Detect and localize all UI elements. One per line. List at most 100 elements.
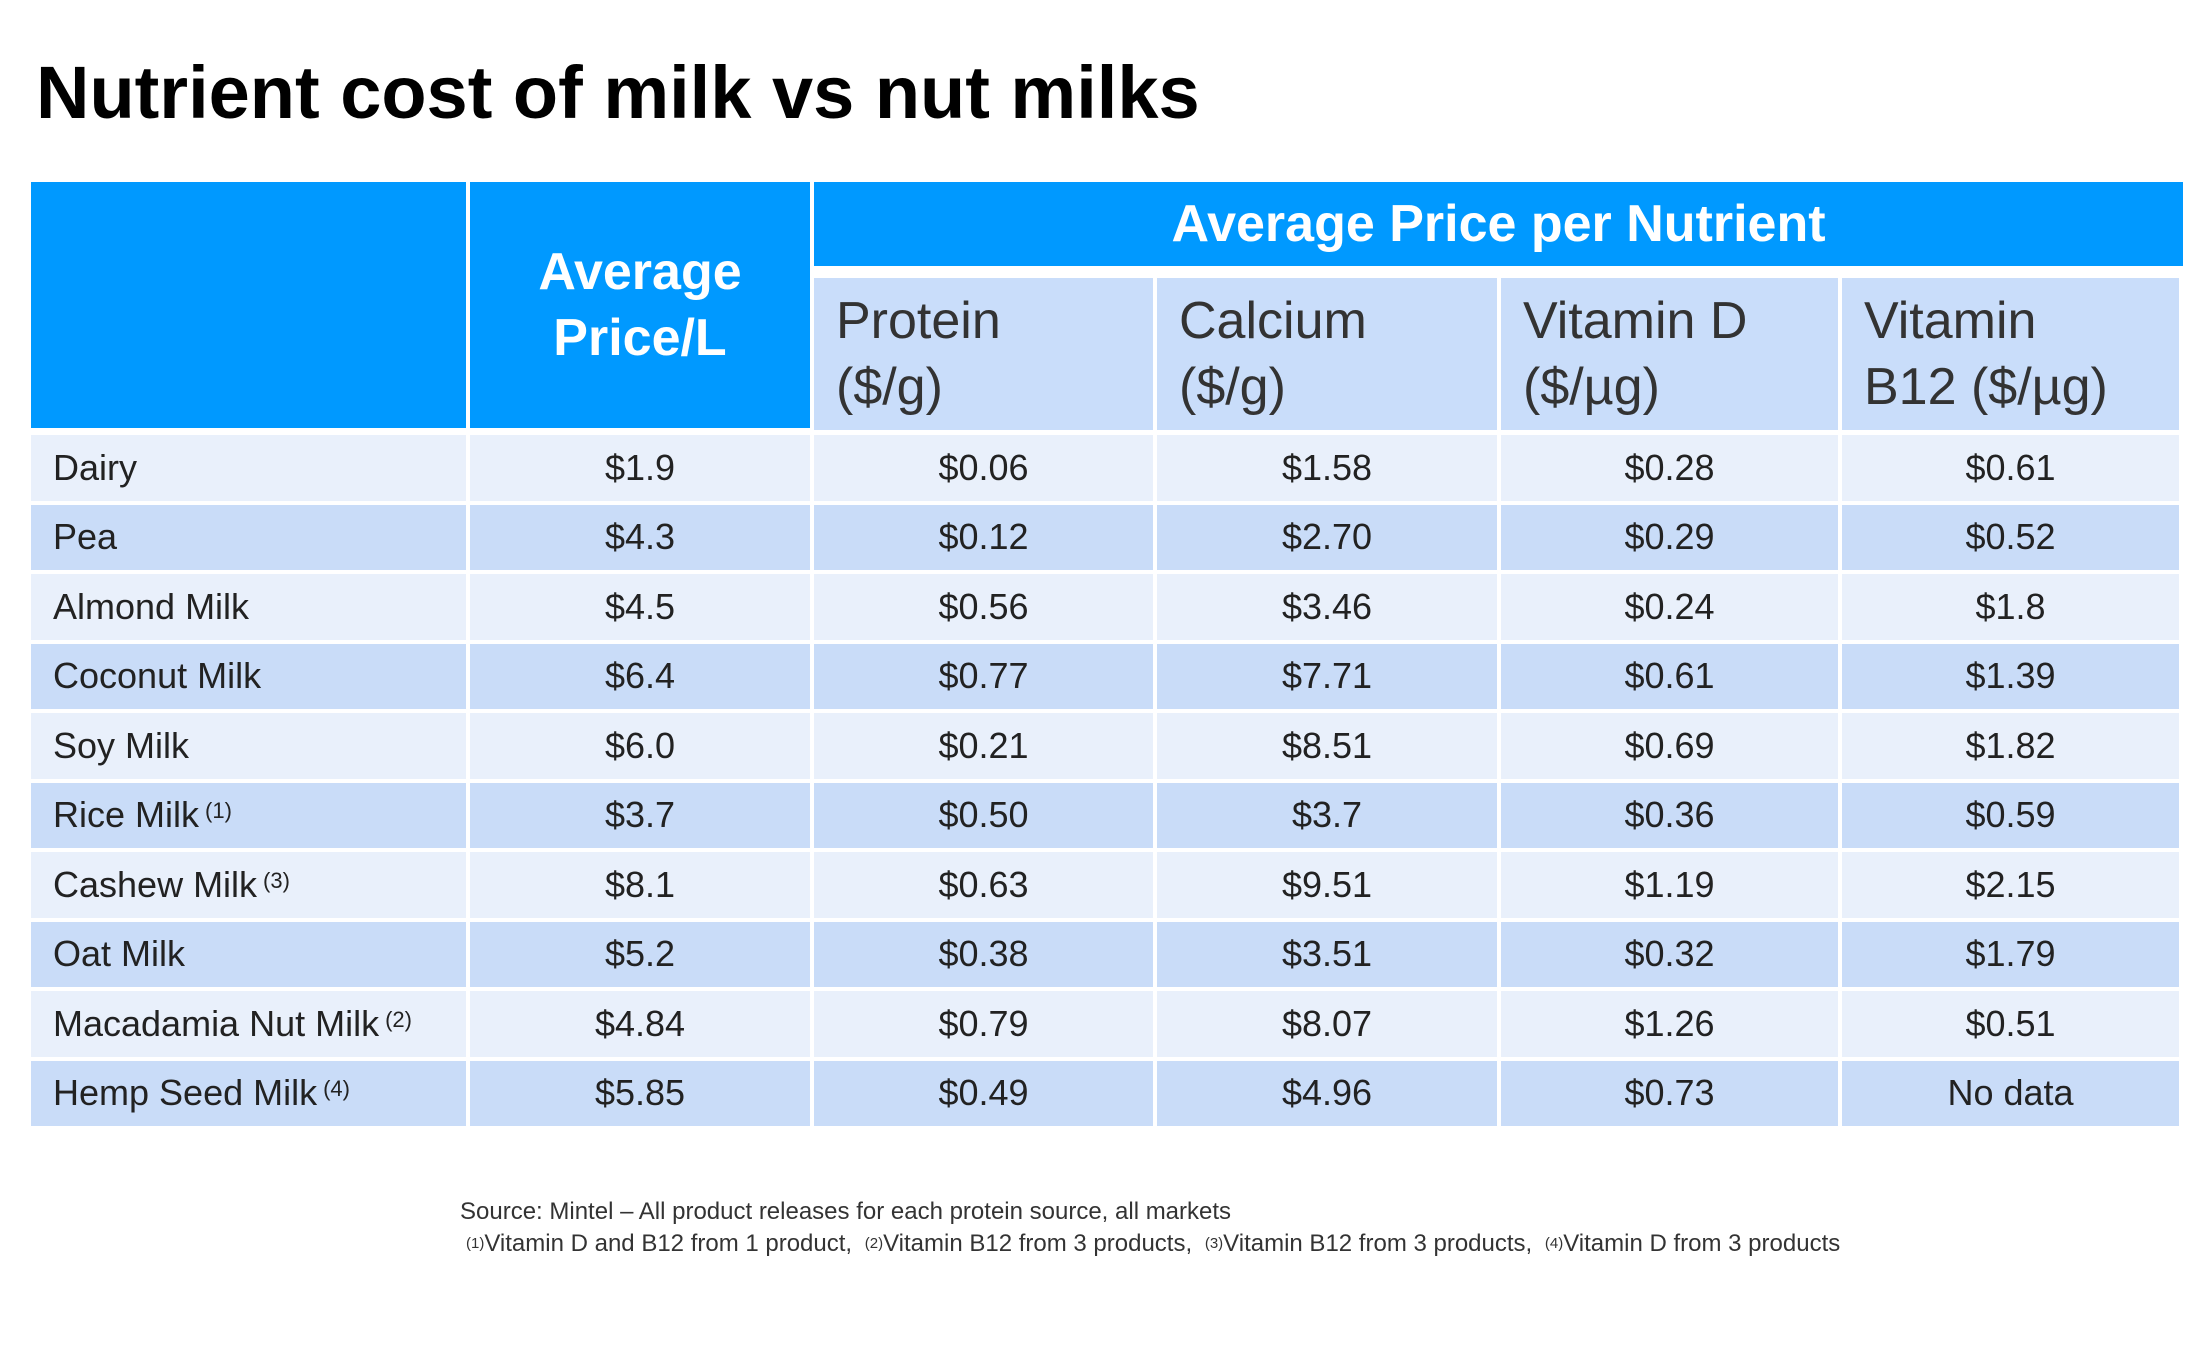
footnote-mark: (4) [1544,1235,1564,1252]
table-cell: $0.56 [814,574,1153,640]
row-name: Soy Milk [53,724,190,766]
table-cell: $0.63 [814,852,1153,918]
table-cell: $0.50 [814,782,1153,848]
table-cell: $4.84 [470,991,810,1057]
footnote-text: Vitamin D from 3 products [1563,1230,1841,1257]
table-cell: $0.38 [814,921,1153,987]
row-label: Macadamia Nut Milk (2) [31,991,466,1057]
table-cell: $1.26 [1501,991,1838,1057]
table-cell: $0.24 [1501,574,1838,640]
row-name: Almond Milk [53,585,250,627]
table-cell: $8.07 [1157,991,1497,1057]
table-cell: $5.2 [470,921,810,987]
table-cell: $0.12 [814,504,1153,570]
row-footnote-mark: (1) [205,798,232,824]
table-cell: $3.46 [1157,574,1497,640]
row-name: Cashew Milk [53,863,258,905]
row-name: Pea [53,516,118,558]
column-header-line2: ($/g) [1179,358,1286,416]
table-cell: $0.51 [1842,991,2179,1057]
table-cell: $0.61 [1501,643,1838,709]
table-cell: $6.0 [470,713,810,779]
table-cell: $7.71 [1157,643,1497,709]
table-cell: $4.96 [1157,1060,1497,1126]
row-name: Macadamia Nut Milk [53,1002,380,1044]
table-cell: $1.82 [1842,713,2179,779]
row-label: Soy Milk [31,713,466,779]
footnote-text: Vitamin D and B12 from 1 product, [484,1230,853,1257]
table-cell: $8.51 [1157,713,1497,779]
table-cell: $0.52 [1842,504,2179,570]
table-cell: $2.15 [1842,852,2179,918]
header-group: Average Price per Nutrient [814,182,2183,266]
table-cell: $0.21 [814,713,1153,779]
table-cell: $3.51 [1157,921,1497,987]
column-header-line2: ($/g) [836,358,943,416]
table-cell: $3.7 [1157,782,1497,848]
row-label: Oat Milk [31,921,466,987]
table-cell: $3.7 [470,782,810,848]
table-cell: $4.3 [470,504,810,570]
column-header-line1: Protein [836,292,1001,350]
row-label: Coconut Milk [31,643,466,709]
column-header-line2: ($/µg) [1523,358,1660,416]
table-cell: $0.28 [1501,435,1838,501]
footnote-text: Vitamin B12 from 3 products, [1223,1230,1533,1257]
table-cell: $0.61 [1842,435,2179,501]
footnote-mark: (2) [864,1235,884,1252]
footnote-text: Vitamin B12 from 3 products, [883,1230,1193,1257]
row-label: Hemp Seed Milk (4) [31,1060,466,1126]
table-cell: No data [1842,1060,2179,1126]
table-cell: $1.19 [1501,852,1838,918]
table-cell: $0.49 [814,1060,1153,1126]
row-name: Coconut Milk [53,655,262,697]
row-name: Dairy [53,446,138,488]
table-cell: $1.79 [1842,921,2179,987]
table-cell: $1.58 [1157,435,1497,501]
column-header: Calcium ($/g) [1157,278,1497,430]
column-header: Vitamin D ($/µg) [1501,278,1838,430]
column-header-line1: Vitamin [1864,292,2037,350]
table-cell: $0.32 [1501,921,1838,987]
column-header-line2: B12 ($/µg) [1864,358,2108,416]
header-average-price: Average Price/L [470,182,810,428]
source-note: Source: Mintel – All product releases fo… [460,1198,1232,1225]
table-cell: $0.06 [814,435,1153,501]
table-cell: $1.9 [470,435,810,501]
table-cell: $4.5 [470,574,810,640]
row-label: Rice Milk (1) [31,782,466,848]
footnotes: Source: Mintel – All product releases fo… [460,1196,1840,1260]
row-label: Pea [31,504,466,570]
footnote-mark: (3) [1204,1235,1224,1252]
row-name: Hemp Seed Milk [53,1072,318,1114]
row-label: Dairy [31,435,466,501]
table-cell: $6.4 [470,643,810,709]
avg-price-line1: Average [538,243,742,301]
header-blank [31,182,466,428]
column-header-line1: Vitamin D [1523,292,1748,350]
table-cell: $5.85 [470,1060,810,1126]
avg-price-line2: Price/L [553,309,727,367]
table-cell: $0.36 [1501,782,1838,848]
table-cell: $1.8 [1842,574,2179,640]
column-header-line1: Calcium [1179,292,1367,350]
table-cell: $0.77 [814,643,1153,709]
table-cell: $0.29 [1501,504,1838,570]
row-footnote-mark: (4) [323,1076,350,1102]
column-header: Vitamin B12 ($/µg) [1842,278,2179,430]
page-title: Nutrient cost of milk vs nut milks [36,51,1200,134]
table-cell: $2.70 [1157,504,1497,570]
row-footnote-mark: (2) [385,1006,412,1032]
column-header: Protein ($/g) [814,278,1153,430]
row-footnote-mark: (3) [263,867,290,893]
table-cell: $8.1 [470,852,810,918]
table-cell: $0.59 [1842,782,2179,848]
footnote-list: (1)Vitamin D and B12 from 1 product, (2)… [460,1228,1840,1260]
table-cell: $0.79 [814,991,1153,1057]
row-name: Oat Milk [53,933,186,975]
table-cell: $0.73 [1501,1060,1838,1126]
row-label: Cashew Milk (3) [31,852,466,918]
row-name: Rice Milk [53,794,200,836]
footnote-mark: (1) [466,1235,485,1252]
row-label: Almond Milk [31,574,466,640]
